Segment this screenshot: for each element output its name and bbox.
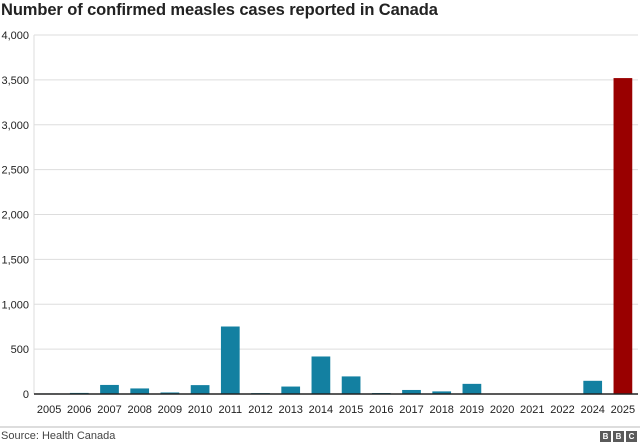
x-tick-label: 2014 bbox=[309, 404, 333, 416]
bar-2007 bbox=[100, 384, 119, 394]
x-tick-label: 2009 bbox=[158, 404, 182, 416]
x-tick-label: 2012 bbox=[248, 404, 272, 416]
x-tick-label: 2005 bbox=[37, 404, 61, 416]
footer-divider bbox=[0, 426, 640, 428]
x-tick-label: 2008 bbox=[127, 404, 151, 416]
bar-2015 bbox=[341, 376, 361, 394]
x-tick-label: 2019 bbox=[460, 404, 484, 416]
y-tick-label: 1,000 bbox=[1, 299, 29, 311]
bar-2010 bbox=[190, 385, 210, 394]
x-tick-label: 2010 bbox=[188, 404, 212, 416]
x-tick-label: 2021 bbox=[520, 404, 544, 416]
bar-2018 bbox=[432, 391, 452, 394]
bar-2013 bbox=[281, 386, 301, 394]
x-tick-label: 2015 bbox=[339, 404, 363, 416]
bar-2025 bbox=[613, 78, 633, 394]
bar-2009 bbox=[160, 392, 180, 394]
bar-2024 bbox=[583, 380, 603, 394]
x-tick-label: 2013 bbox=[278, 404, 302, 416]
x-tick-label: 2020 bbox=[490, 404, 514, 416]
x-tick-label: 2011 bbox=[218, 404, 242, 416]
x-tick-label: 2016 bbox=[369, 404, 393, 416]
x-tick-label: 2017 bbox=[399, 404, 423, 416]
bars bbox=[39, 78, 633, 394]
y-tick-label: 2,500 bbox=[1, 165, 29, 177]
bar-2014 bbox=[311, 356, 331, 394]
bbc-logo: B B C bbox=[600, 431, 637, 442]
x-tick-label: 2022 bbox=[550, 404, 574, 416]
y-axis-ticks: 0 500 1,000 1,500 2,000 2,500 3,000 3,500 4,000 bbox=[1, 30, 29, 401]
gridlines bbox=[33, 34, 638, 394]
x-axis-ticks: 2005 2006 2007 2008 2009 2010 2011 2012 2013 2014… bbox=[37, 404, 635, 416]
x-tick-label: 2006 bbox=[67, 404, 91, 416]
bbc-logo-letter: B bbox=[600, 431, 611, 442]
bar-2008 bbox=[130, 388, 150, 394]
bar-2017 bbox=[402, 389, 421, 394]
y-tick-label: 0 bbox=[23, 389, 29, 401]
y-tick-label: 2,000 bbox=[1, 210, 29, 222]
bar-2019 bbox=[462, 383, 482, 394]
bar-chart: 05001,0001,5002,0002,5003,0003,5004,000 … bbox=[1, 30, 638, 416]
source-note: Source: Health Canada bbox=[1, 430, 116, 442]
x-tick-label: 2007 bbox=[97, 404, 121, 416]
y-tick-label: 4,000 bbox=[1, 30, 29, 42]
y-tick-label: 3,000 bbox=[1, 120, 29, 132]
y-tick-label: 500 bbox=[11, 344, 29, 356]
y-tick-label: 3,500 bbox=[1, 75, 29, 87]
x-tick-label: 2018 bbox=[429, 404, 453, 416]
x-tick-label: 2024 bbox=[580, 404, 604, 416]
bar-2011 bbox=[220, 326, 240, 394]
chart-title: Number of confirmed measles cases report… bbox=[1, 1, 438, 19]
bbc-logo-letter: C bbox=[626, 431, 637, 442]
bbc-logo-letter: B bbox=[613, 431, 624, 442]
y-tick-label: 1,500 bbox=[1, 254, 29, 266]
x-tick-label: 2025 bbox=[611, 404, 635, 416]
